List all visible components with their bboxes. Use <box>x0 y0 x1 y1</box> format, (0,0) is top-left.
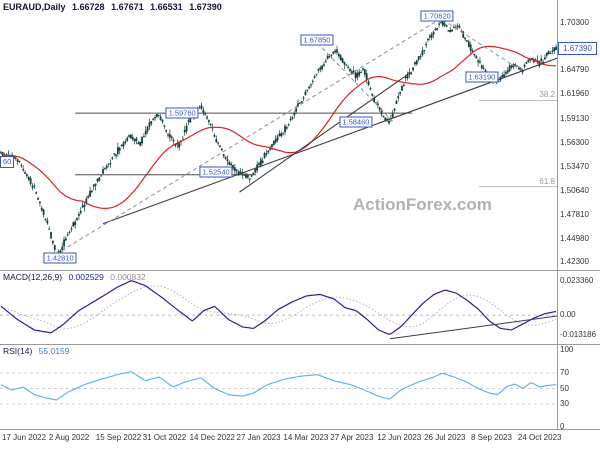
current-price-label: 1.67390 <box>558 42 597 56</box>
y-axis-price-label: 1.47810 <box>560 210 589 220</box>
dashed-trend-line <box>55 16 444 255</box>
price-callout-label[interactable]: 1.59760 <box>165 107 199 119</box>
x-axis-date-label: 26 Jul 2023 <box>424 433 466 442</box>
low-value: 1.66531 <box>150 2 183 12</box>
left-edge-price-label: 60 <box>0 156 15 169</box>
macd-label: MACD(12,26,9) <box>3 272 63 282</box>
high-value: 1.67671 <box>111 2 144 12</box>
rsi-axis-label: 70 <box>560 368 569 378</box>
fib-level-label: 38.2 <box>539 90 555 100</box>
rsi-label: RSI(14) <box>3 346 33 356</box>
rsi-axis-label: 50 <box>560 383 569 393</box>
trend-line <box>239 74 407 193</box>
macd-axis-label: 0.023360 <box>560 275 594 285</box>
x-axis-date-label: 24 Oct 2023 <box>517 433 562 442</box>
macd-value: 0.002529 <box>68 272 104 282</box>
macd-line <box>0 280 557 336</box>
x-axis-date-label: 17 Jun 2022 <box>2 433 47 442</box>
rsi-axis-label: 0 <box>560 422 565 431</box>
y-axis-price-label: 1.64790 <box>560 65 589 75</box>
trend-line <box>102 57 558 225</box>
symbol-ohlc-header: EURAUD,Daily 1.66728 1.67671 1.66531 1.6… <box>3 2 222 12</box>
y-axis-price-label: 1.50640 <box>560 185 589 195</box>
watermark: ActionForex.com <box>353 195 492 214</box>
x-axis-date-label: 2 Aug 2022 <box>48 433 90 442</box>
x-axis-date-label: 27 Apr 2023 <box>330 433 374 442</box>
macd-axis-label: 0.00 <box>560 310 576 320</box>
rsi-indicator-header: RSI(14) 55.0159 <box>3 346 69 356</box>
price-callout-label[interactable]: 1.52540 <box>199 166 233 178</box>
y-axis-price-label: 1.61960 <box>560 89 589 99</box>
y-axis-price-label: 1.42300 <box>560 257 589 267</box>
x-axis-date-label: 31 Oct 2022 <box>142 433 187 442</box>
rsi-value: 55.0159 <box>38 346 70 356</box>
rsi-line <box>0 371 557 401</box>
y-axis-price-label: 1.59130 <box>560 113 589 123</box>
x-axis-date-label: 14 Mar 2023 <box>283 433 329 442</box>
x-axis-date-label: 27 Jan 2023 <box>236 433 281 442</box>
x-axis-date-label: 12 Jun 2023 <box>377 433 422 442</box>
y-axis-price-label: 1.56300 <box>560 137 589 147</box>
dashed-trend-line <box>442 19 522 71</box>
x-axis-date-label: 15 Sep 2022 <box>95 433 142 442</box>
price-callout-label[interactable]: 1.63190 <box>465 71 499 83</box>
price-callout-label[interactable]: 1.58460 <box>339 116 373 128</box>
y-axis-price-label: 1.44980 <box>560 234 589 244</box>
y-axis-price-label: 1.53470 <box>560 161 589 171</box>
close-value: 1.67390 <box>189 2 222 12</box>
x-axis-date-label: 8 Sep 2023 <box>471 433 512 442</box>
macd-signal-value: 0.000832 <box>110 272 146 282</box>
macd-indicator-header: MACD(12,26,9) 0.002529 0.000832 <box>3 272 146 282</box>
price-callout-label[interactable]: 1.70620 <box>420 10 454 22</box>
x-axis-date-label: 14 Dec 2022 <box>189 433 235 442</box>
price-callout-label[interactable]: 1.67850 <box>300 34 334 46</box>
macd-trend-line <box>389 315 558 340</box>
open-value: 1.66728 <box>72 2 105 12</box>
rsi-axis-label: 100 <box>560 345 574 354</box>
moving-average-line <box>0 45 557 210</box>
macd-signal-line <box>0 285 557 329</box>
price-callout-label[interactable]: 1.42810 <box>43 252 77 264</box>
symbol-timeframe-label: EURAUD,Daily <box>3 2 66 12</box>
fib-level-label: 61.8 <box>539 176 555 186</box>
y-axis-price-label: 1.70300 <box>560 18 589 28</box>
rsi-axis-label: 30 <box>560 398 569 408</box>
macd-axis-label: -0.013186 <box>560 329 597 339</box>
